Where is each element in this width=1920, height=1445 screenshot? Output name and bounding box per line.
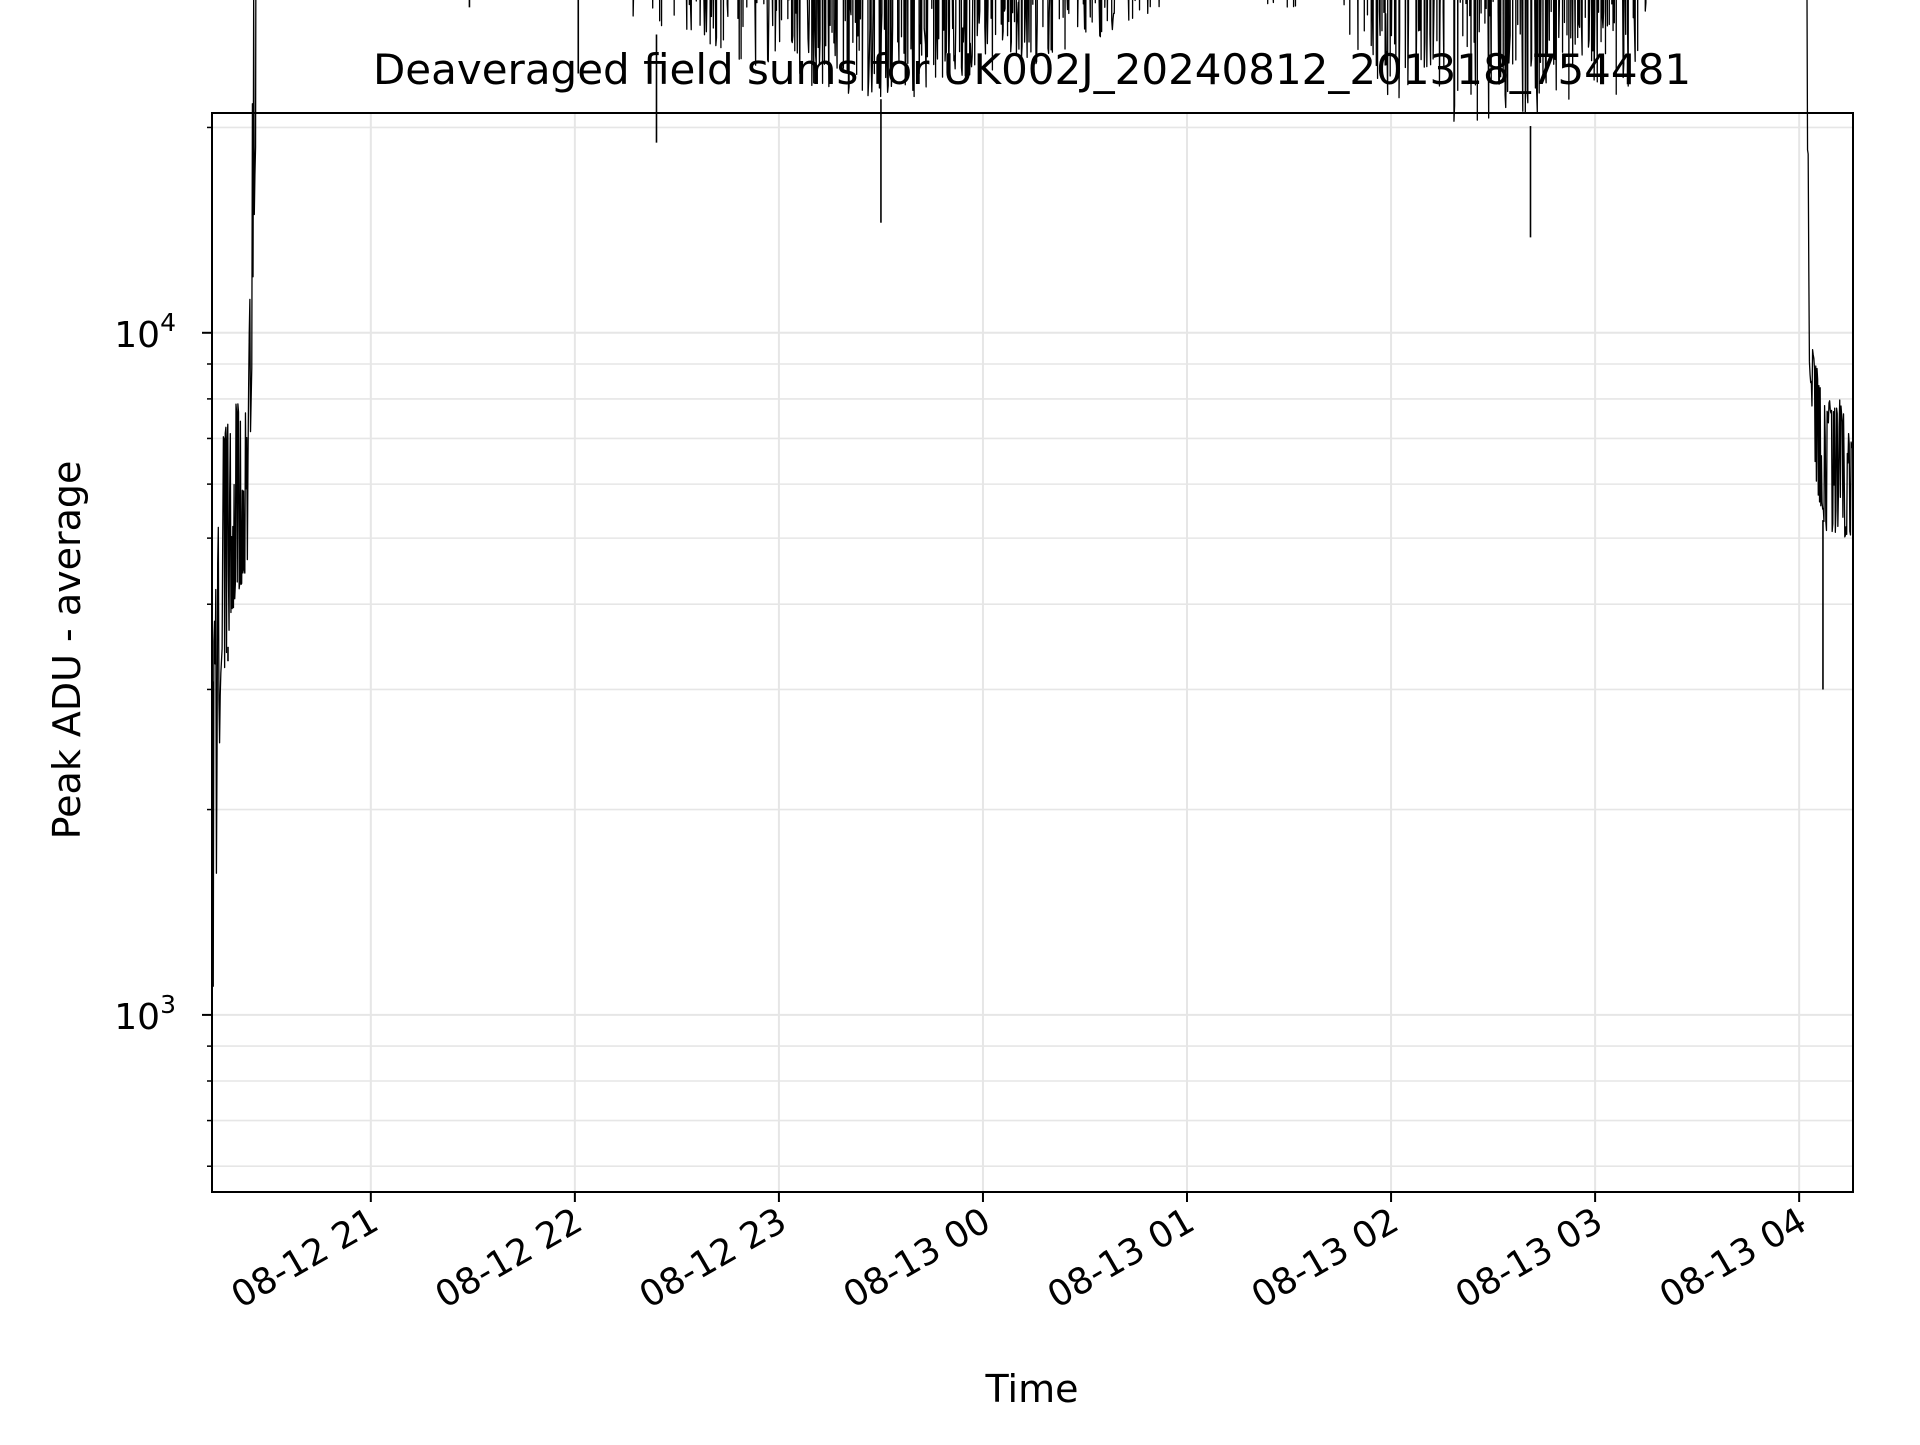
grid-layer (212, 113, 1853, 1192)
chart-title: Deaveraged field sums for UK002J_2024081… (373, 45, 1691, 94)
y-tick-label: 103 (114, 990, 176, 1038)
plot-frame (211, 112, 1854, 1193)
y-axis-label: Peak ADU - average (45, 461, 89, 840)
x-axis-label: Time (985, 1367, 1079, 1411)
y-tick-label: 104 (114, 308, 176, 356)
series-layer (211, 0, 1854, 987)
series-line (211, 0, 1854, 987)
